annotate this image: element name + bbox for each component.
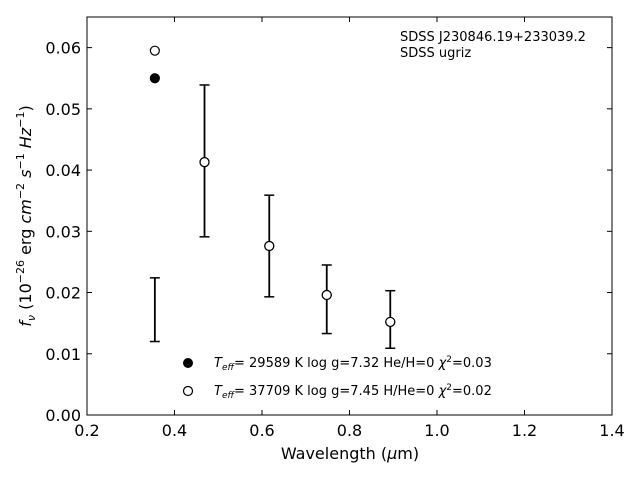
x-tick-label: 1.0 [424, 421, 449, 440]
y-tick-label: 0.06 [45, 39, 81, 58]
x-tick-label: 0.6 [249, 421, 274, 440]
y-axis-title: fν (10−26 erg cm−2 s−1 Hz−1) [14, 105, 38, 326]
y-tick-labels: 0.00 0.01 0.02 0.03 0.04 0.05 0.06 [45, 39, 81, 425]
legend: Teff= 29589 K log g=7.32 He/H=0 χ2=0.03 … [182, 355, 492, 401]
y-tick-label: 0.02 [45, 284, 81, 303]
x-tick-label: 1.4 [599, 421, 624, 440]
legend-marker-open [182, 385, 194, 397]
y-tick-label: 0.04 [45, 161, 81, 180]
y-tick-label: 0.05 [45, 100, 81, 119]
model-point-filled [149, 73, 160, 84]
model-point-open [199, 157, 210, 168]
x-tick-label: 0.8 [337, 421, 362, 440]
y-tick-label: 0.01 [45, 345, 81, 364]
axis-ticks [86, 17, 613, 416]
y-tick-label: 0.03 [45, 222, 81, 241]
model-point-open [264, 240, 275, 252]
legend-label-1: Teff= 29589 K log g=7.32 He/H=0 χ2=0.03 [214, 355, 492, 373]
legend-label-2: Teff= 37709 K log g=7.45 H/He=0 χ2=0.02 [214, 383, 492, 401]
x-tick-label: 0.2 [74, 421, 99, 440]
model-point-open [149, 45, 160, 56]
y-tick-label: 0.00 [45, 406, 81, 425]
x-tick-label: 0.4 [162, 421, 187, 440]
legend-marker-filled [183, 358, 193, 368]
error-bars [149, 84, 396, 350]
annotation-line-1: SDSS J230846.19+233039.2 [400, 30, 586, 45]
data-points [149, 45, 396, 328]
model-point-open [321, 289, 332, 301]
model-point-open [385, 316, 396, 328]
annotation-line-2: SDSS ugriz [400, 46, 471, 61]
x-axis-title: Wavelength (μm) [281, 444, 419, 463]
x-tick-labels: 0.2 0.4 0.6 0.8 1.0 1.2 1.4 [74, 421, 624, 440]
x-tick-label: 1.2 [512, 421, 537, 440]
